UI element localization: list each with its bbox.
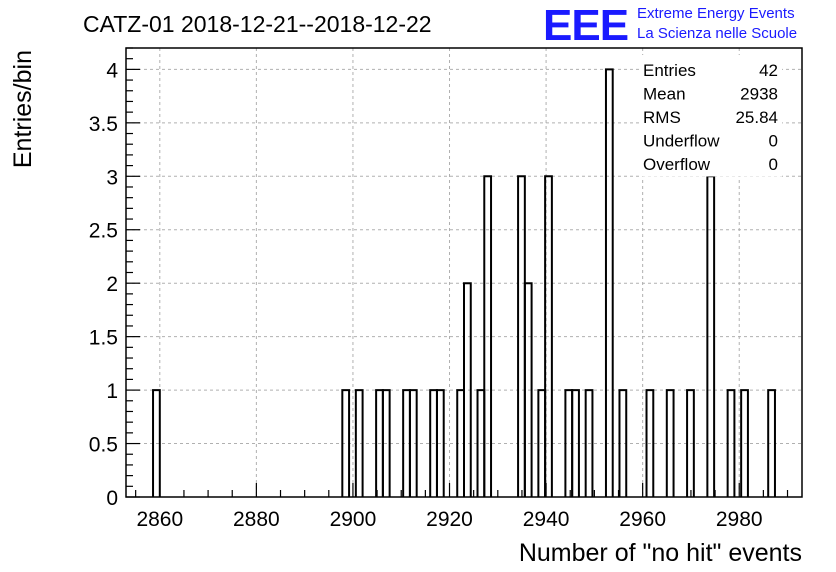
- x-tick-label: 2920: [426, 508, 473, 531]
- stats-label: Entries: [643, 61, 696, 80]
- histogram-bin: [645, 389, 655, 497]
- histogram-bin: [686, 389, 695, 497]
- x-axis: 2860 2880 2900 2920 2940 2960 2980: [135, 483, 789, 531]
- histogram-bin: [483, 175, 493, 497]
- histogram-bin: [726, 389, 736, 497]
- histogram-bin: [354, 389, 364, 497]
- histogram-bin: [341, 389, 351, 497]
- histogram-bin: [740, 389, 749, 497]
- stats-value: 0: [769, 132, 778, 151]
- x-tick-label: 2960: [619, 508, 666, 531]
- stats-label: Mean: [643, 85, 686, 104]
- y-tick-label: 1.5: [89, 327, 118, 350]
- histogram-bin: [604, 68, 614, 497]
- histogram-series: [152, 68, 776, 497]
- chart-title: CATZ-01 2018-12-21--2018-12-22: [83, 11, 432, 37]
- x-tick-label: 2940: [523, 508, 570, 531]
- histogram-bin: [544, 175, 553, 497]
- x-tick-label: 2880: [233, 508, 280, 531]
- x-axis-title: Number of "no hit" events: [519, 539, 802, 567]
- histogram-bin: [152, 389, 161, 497]
- stats-value: 42: [759, 61, 778, 80]
- histogram-bin: [584, 389, 594, 497]
- y-tick-label: 3: [106, 166, 118, 189]
- stats-value: 2938: [740, 85, 778, 104]
- x-tick-label: 2980: [716, 508, 763, 531]
- y-tick-label: 0.5: [89, 434, 118, 457]
- stats-box: Entries 42 Mean 2938 RMS 25.84 Underflow 0 Overf…: [640, 55, 782, 177]
- y-tick-label: 3.5: [89, 113, 118, 136]
- x-tick-label: 2900: [330, 508, 377, 531]
- y-tick-label: 1: [106, 380, 118, 403]
- histogram-bin: [523, 282, 533, 497]
- histogram-bin: [381, 389, 391, 497]
- histogram-bin: [618, 389, 628, 497]
- stats-value: 0: [769, 155, 778, 174]
- logo-line1: Extreme Energy Events: [637, 5, 795, 22]
- histogram-bin: [435, 389, 445, 497]
- stats-value: 25.84: [735, 108, 778, 127]
- histogram-bin: [571, 389, 580, 497]
- logo-mark: EEE: [543, 1, 628, 50]
- logo-line2: La Scienza nelle Scuole: [637, 25, 797, 42]
- stats-label: RMS: [643, 108, 681, 127]
- histogram-bin: [463, 282, 472, 497]
- histogram-bin: [767, 389, 776, 497]
- eee-logo: EEE Extreme Energy Events La Scienza nel…: [543, 1, 797, 50]
- y-tick-label: 2.5: [89, 220, 118, 243]
- y-tick-label: 0: [106, 487, 118, 510]
- y-tick-label: 2: [106, 273, 118, 296]
- stats-label: Underflow: [643, 132, 720, 151]
- y-axis-title: Entries/bin: [9, 50, 37, 168]
- histogram-bin: [665, 389, 675, 497]
- histogram-bin: [408, 389, 418, 497]
- y-tick-label: 4: [106, 59, 118, 82]
- stats-background: [640, 55, 782, 177]
- x-tick-label: 2860: [136, 508, 183, 531]
- y-axis: 0 0.5 1 1.5 2 2.5 3 3.5 4: [89, 47, 140, 510]
- stats-label: Overflow: [643, 155, 711, 174]
